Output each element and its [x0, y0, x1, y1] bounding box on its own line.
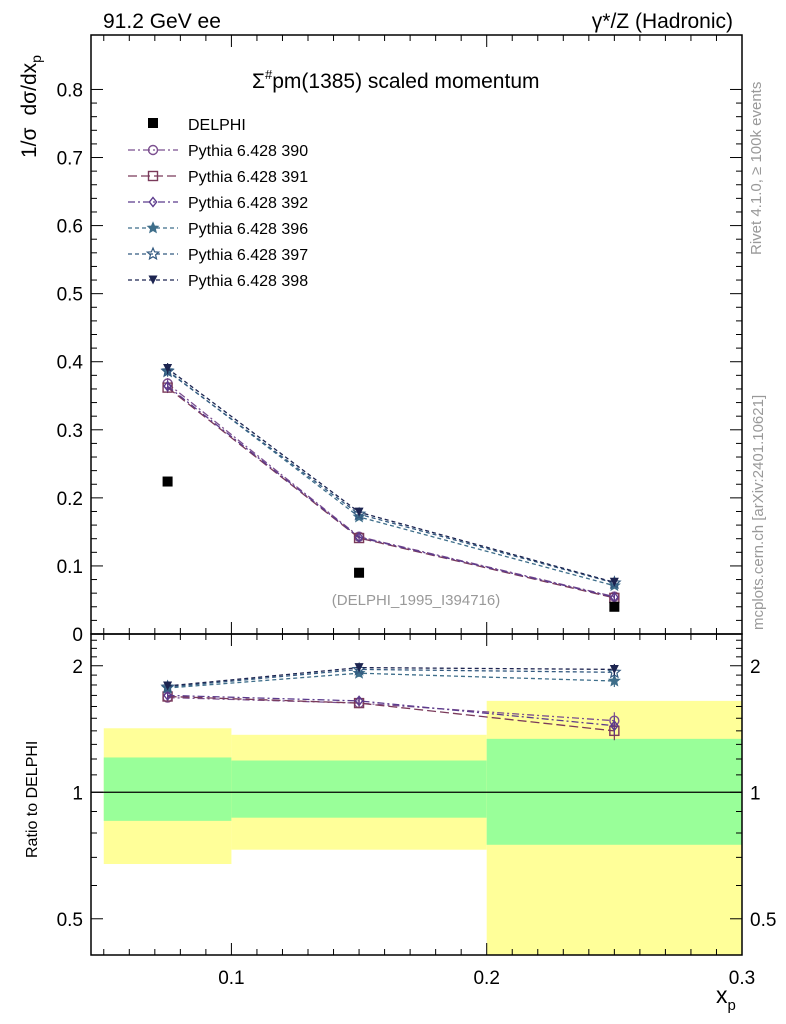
x-tick-label-0: 0.1 [218, 968, 244, 989]
ratio-point-p392-2 [609, 720, 619, 732]
y-tick-label-4: 0.4 [57, 353, 84, 374]
ratio-y-tick-label-left-0: 0.5 [57, 910, 83, 931]
ratio-plot-frame [90, 633, 743, 956]
y-tick-label-5: 0.5 [57, 285, 83, 306]
legend: DELPHI Pythia 6.428 390 Pythia 6.428 391… [128, 117, 308, 290]
ratio-point-p396-2 [607, 674, 621, 687]
legend-label-392: Pythia 6.428 392 [188, 195, 308, 212]
ratio-point-p398-0 [163, 681, 173, 691]
plot-title-base: Σ [252, 70, 265, 93]
ratio-y-tick-label-left-2: 2 [72, 657, 83, 678]
rivet-label: Rivet 4.1.0, ≥ 100k events [748, 82, 765, 255]
ratio-point-p392-1 [354, 695, 364, 707]
legend-label-delphi: DELPHI [188, 117, 246, 134]
main-point-p397-0 [160, 363, 175, 378]
main-point-p392-2 [609, 591, 619, 603]
main-line-p392 [167, 385, 615, 598]
y-axis-label: 1/σ dσ/dxp [18, 55, 44, 158]
ratio-bands [103, 700, 742, 955]
delphi-point-0 [162, 476, 173, 487]
y-tick-label-0: 0 [72, 625, 83, 646]
legend-label-391: Pythia 6.428 391 [188, 169, 308, 186]
ratio-point-p392-0 [163, 689, 173, 702]
main-line-p397 [167, 370, 615, 584]
main-point-p398-2 [609, 577, 619, 587]
legend-marker-shape-p398 [148, 275, 158, 285]
legend-marker-398 [148, 275, 158, 285]
plot-title-rest: pm(1385) scaled momentum [272, 70, 539, 93]
main-point-p398-0 [163, 364, 173, 374]
ratio-line-p397 [167, 668, 615, 688]
legend-marker-392 [148, 196, 158, 208]
ratio-y-label: Ratio to DELPHI [24, 741, 41, 858]
ratio-point-p398-2 [609, 664, 619, 674]
plot-title: Σ#pm(1385) scaled momentum [252, 67, 540, 93]
legend-marker-shape-p390 [147, 144, 159, 156]
delphi-point-1 [354, 567, 365, 578]
ratio-plot: 0.1 0.2 0.3 0.5 0.5 1 1 2 2 [57, 634, 776, 989]
legend-marker-391 [147, 170, 159, 182]
legend-marker-397 [145, 246, 161, 261]
legend-marker-shape-p397 [145, 246, 161, 261]
y-tick-label-1: 0.1 [57, 557, 83, 578]
y-axis-label-a: 1/σ [18, 127, 41, 158]
legend-marker-396 [146, 221, 160, 234]
legend-marker-delphi [148, 118, 158, 128]
ratio-band-green-1 [231, 760, 487, 818]
x-tick-label-2: 0.3 [729, 968, 755, 989]
main-plot: 0 0.1 0.2 0.3 0.4 0.5 0.6 0.7 0.8 [57, 35, 743, 646]
x-axis-label-sub: p [728, 997, 736, 1014]
legend-label-397: Pythia 6.428 397 [188, 247, 308, 264]
y-tick-label-3: 0.3 [57, 421, 83, 442]
y-tick-label-7: 0.7 [57, 149, 83, 170]
x-tick-label-1: 0.2 [473, 968, 499, 989]
y-tick-label-6: 0.6 [57, 217, 83, 238]
legend-label-396: Pythia 6.428 396 [188, 221, 308, 238]
ratio-band-green-0 [103, 757, 232, 821]
plot-title-sup: # [265, 67, 273, 82]
main-line-p398 [167, 367, 615, 583]
legend-marker-390 [147, 144, 159, 156]
legend-label-398: Pythia 6.428 398 [188, 273, 308, 290]
y-tick-label-2: 0.2 [57, 489, 83, 510]
y-tick-label-8: 0.8 [57, 80, 83, 101]
ratio-y-tick-label-right-2: 2 [750, 657, 761, 678]
header-right: γ*/Z (Hadronic) [592, 10, 733, 33]
analysis-tag: (DELPHI_1995_I394716) [332, 592, 500, 609]
legend-marker-shape-p392 [148, 196, 158, 208]
legend-marker-shape-p396 [146, 221, 160, 234]
main-point-p397-1 [351, 506, 367, 521]
ratio-y-tick-label-right-0: 0.5 [750, 910, 776, 931]
header-left: 91.2 GeV ee [103, 10, 221, 33]
ratio-point-p398-1 [354, 663, 364, 673]
legend-marker-shape-p391 [147, 170, 159, 182]
main-line-p390 [167, 382, 615, 598]
legend-label-390: Pythia 6.428 390 [188, 143, 308, 160]
main-line-p391 [167, 387, 615, 599]
x-axis-label: xp [716, 982, 736, 1014]
x-axis-label-base: x [716, 982, 728, 1008]
mcplots-label: mcplots.cern.ch [arXiv:2401.10621] [750, 395, 767, 630]
delphi-point-2 [609, 601, 620, 612]
ratio-line-p396 [167, 672, 615, 689]
y-axis-label-sub: p [28, 55, 44, 63]
ratio-y-tick-label-left-1: 1 [72, 783, 83, 804]
y-axis-label-b: dσ/dx [18, 62, 41, 115]
ratio-y-tick-label-right-1: 1 [750, 783, 761, 804]
main-point-p392-1 [354, 531, 364, 543]
main-line-p396 [167, 370, 615, 587]
main-point-p398-1 [354, 507, 364, 517]
main-point-p392-0 [163, 380, 173, 392]
